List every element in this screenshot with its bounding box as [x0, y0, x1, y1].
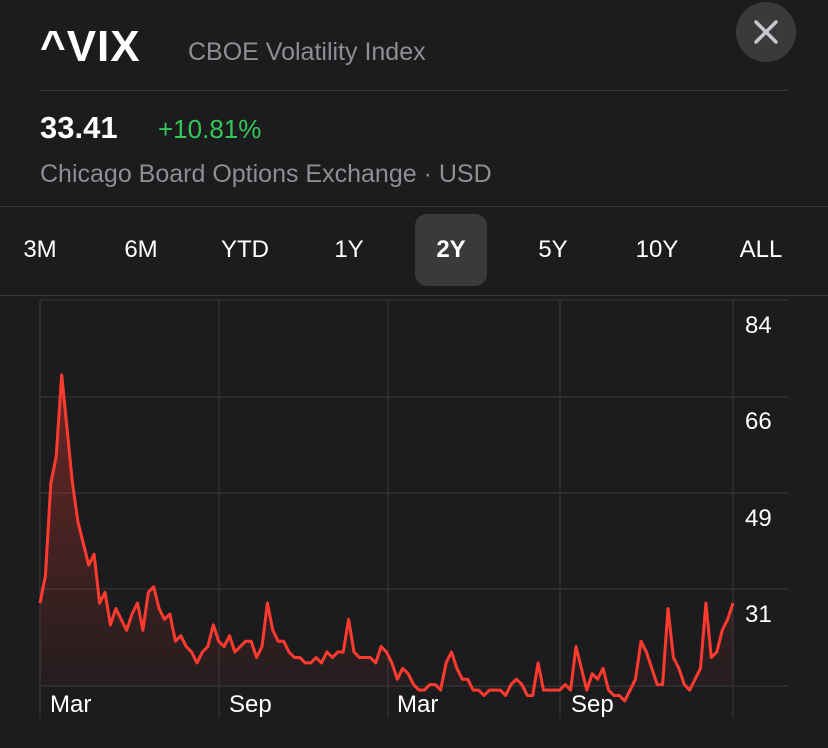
percent-change: +10.81%: [158, 114, 262, 144]
close-button[interactable]: [736, 2, 796, 62]
ranges-bottom-divider: [0, 295, 828, 296]
x-tick-label: Sep: [229, 691, 272, 718]
y-tick-label: 49: [745, 505, 772, 532]
ranges-top-divider: [0, 206, 828, 207]
time-range-selector: 3M 6M YTD 1Y 2Y 5Y 10Y ALL: [0, 214, 828, 286]
range-2y[interactable]: 2Y: [415, 214, 487, 286]
close-icon: [754, 20, 778, 44]
range-5y[interactable]: 5Y: [538, 236, 568, 263]
y-tick-label: 31: [745, 601, 772, 628]
range-6m[interactable]: 6M: [124, 236, 158, 263]
x-tick-label: Sep: [571, 691, 614, 718]
range-3m[interactable]: 3M: [23, 236, 57, 263]
y-tick-label: 66: [745, 408, 772, 435]
range-all[interactable]: ALL: [739, 236, 783, 263]
ticker-full-name: CBOE Volatility Index: [188, 38, 426, 66]
header-divider: [40, 90, 788, 91]
range-ytd[interactable]: YTD: [221, 236, 269, 263]
current-price: 33.41: [40, 110, 118, 145]
x-tick-label: Mar: [397, 691, 439, 718]
price-line: [38, 373, 735, 703]
range-1y[interactable]: 1Y: [334, 236, 364, 263]
ticker-symbol: ^VIX: [40, 22, 141, 71]
range-10y[interactable]: 10Y: [635, 236, 679, 263]
x-tick-label: Mar: [50, 691, 92, 718]
y-tick-label: 84: [745, 312, 772, 339]
exchange-label: Chicago Board Options Exchange · USD: [40, 160, 492, 188]
price-area: [40, 374, 733, 701]
